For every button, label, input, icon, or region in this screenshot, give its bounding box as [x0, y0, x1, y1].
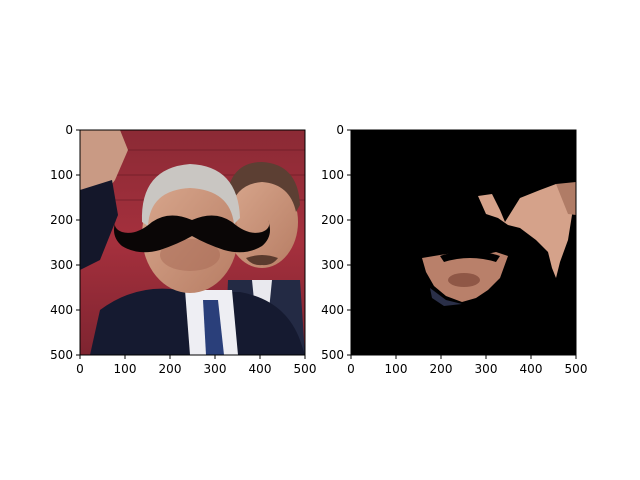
left-xtick-label: 0	[76, 362, 84, 376]
right-xtick-label: 100	[385, 362, 408, 376]
left-ytick-label: 0	[65, 123, 73, 137]
mustache-overlay	[114, 215, 270, 253]
left-xtick-label: 300	[204, 362, 227, 376]
right-ytick-label: 300	[321, 258, 344, 272]
left-xtick-label: 400	[249, 362, 272, 376]
right-xtick-label: 300	[475, 362, 498, 376]
right-xtick-label: 0	[347, 362, 355, 376]
right-ytick-label: 200	[321, 213, 344, 227]
left-xtick-label: 200	[159, 362, 182, 376]
right-xtick-label: 200	[430, 362, 453, 376]
right-ytick-label: 0	[336, 123, 344, 137]
right-xtick-label: 500	[565, 362, 588, 376]
left-xtick-label: 500	[294, 362, 317, 376]
left-ytick-label: 400	[50, 303, 73, 317]
left-xtick-label: 100	[114, 362, 137, 376]
right-ytick-label: 400	[321, 303, 344, 317]
right-mask	[351, 130, 576, 355]
left-ytick-label: 200	[50, 213, 73, 227]
right-ytick-label: 100	[321, 168, 344, 182]
left-photo	[80, 130, 305, 355]
left-axes-frame	[79, 129, 306, 356]
right-axes-frame	[350, 129, 577, 356]
left-ytick-label: 300	[50, 258, 73, 272]
right-xtick-label: 400	[520, 362, 543, 376]
right-ytick-label: 500	[321, 348, 344, 362]
left-ytick-label: 500	[50, 348, 73, 362]
left-ytick-label: 100	[50, 168, 73, 182]
